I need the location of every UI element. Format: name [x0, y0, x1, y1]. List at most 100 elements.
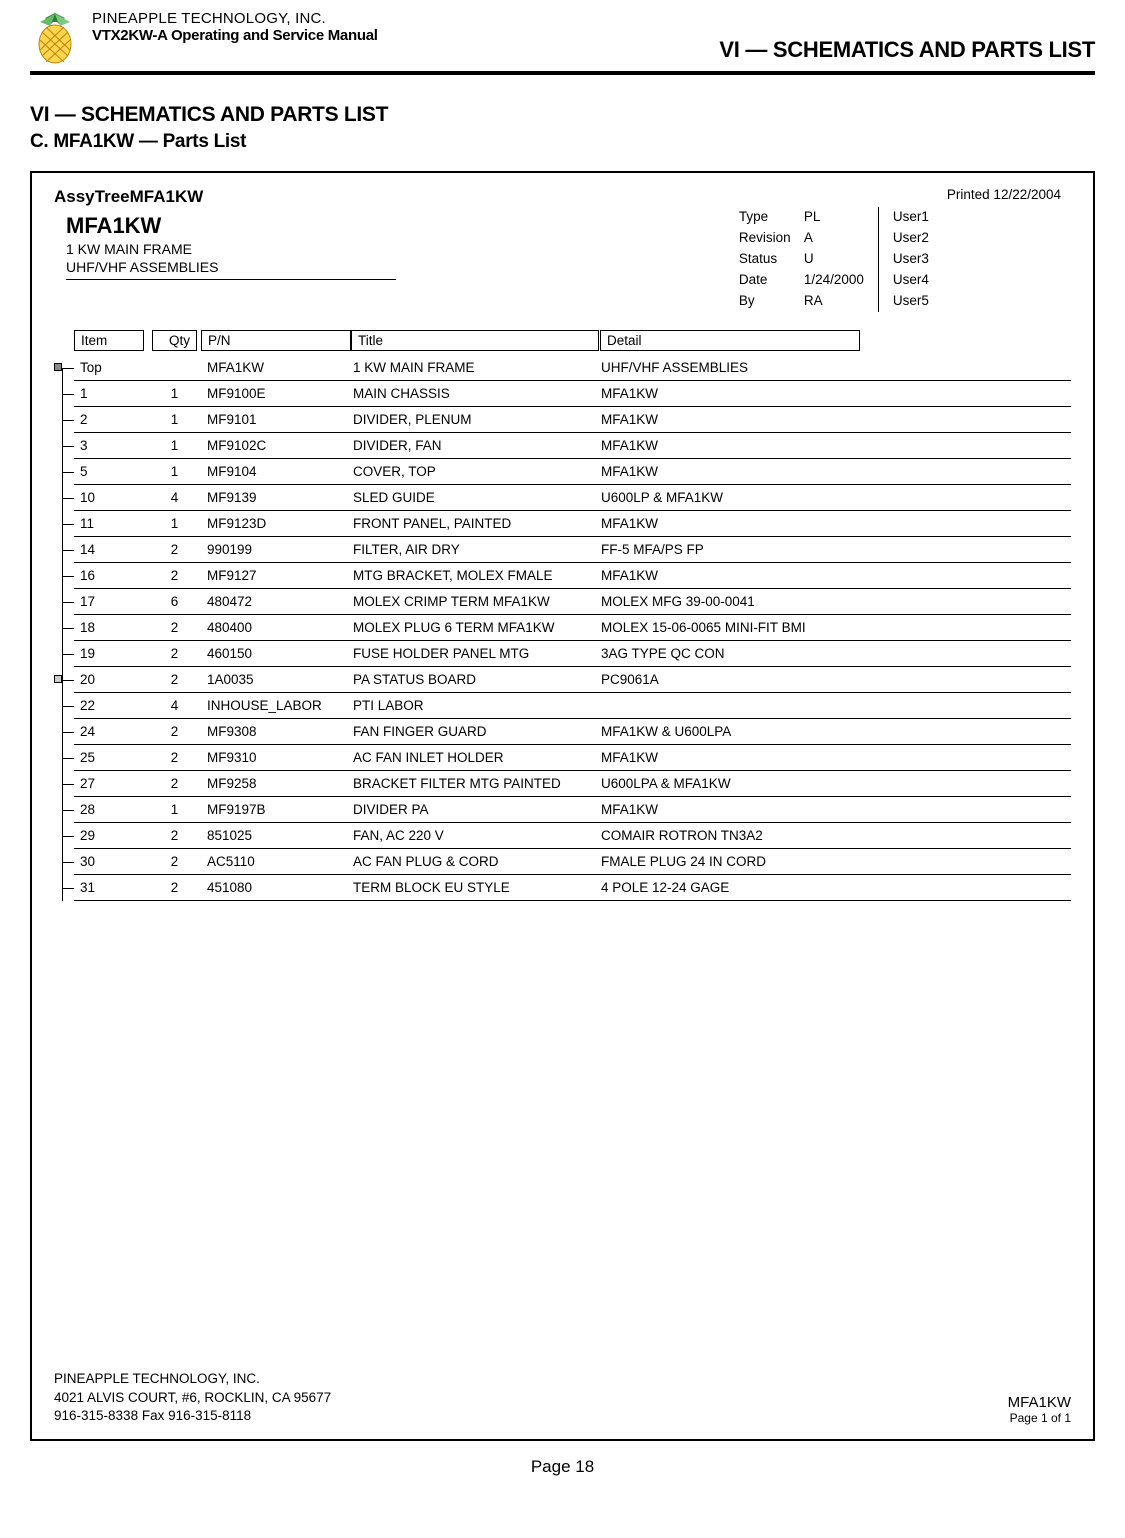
cell-pn: 851025 — [201, 828, 351, 843]
cell-title: DIVIDER, PLENUM — [351, 412, 599, 427]
printed-date: Printed 12/22/2004 — [947, 187, 1061, 202]
table-row: 312451080TERM BLOCK EU STYLE4 POLE 12-24… — [74, 875, 1071, 901]
cell-pn: MF9310 — [201, 750, 351, 765]
tree-connector-line — [62, 550, 74, 551]
cell-item: 25 — [74, 750, 144, 765]
tree-connector-line — [62, 654, 74, 655]
cell-item: 30 — [74, 854, 144, 869]
footer-company: PINEAPPLE TECHNOLOGY, INC. — [54, 1370, 1008, 1388]
tree-connector-line — [62, 888, 74, 889]
cell-title: PA STATUS BOARD — [351, 672, 599, 687]
cell-pn: INHOUSE_LABOR — [201, 698, 351, 713]
meta-value: U — [804, 249, 814, 270]
table-row: 51MF9104COVER, TOPMFA1KW — [74, 459, 1071, 485]
cell-qty: 2 — [152, 724, 197, 739]
footer-page-of: Page 1 of 1 — [1008, 1411, 1071, 1425]
meta-row: User3 — [893, 249, 933, 270]
cell-pn: 480400 — [201, 620, 351, 635]
col-header-title: Title — [351, 330, 599, 351]
tree-connector-line — [62, 680, 74, 681]
cell-pn: AC5110 — [201, 854, 351, 869]
cell-pn: MF9197B — [201, 802, 351, 817]
cell-qty: 2 — [152, 568, 197, 583]
parts-table: Item Qty P/N Title Detail TopMFA1KW1 KW … — [54, 330, 1071, 901]
table-row: 281MF9197BDIVIDER PAMFA1KW — [74, 797, 1071, 823]
meta-row: By RA — [739, 291, 864, 312]
cell-detail: MFA1KW & U600LPA — [599, 724, 1071, 739]
cell-detail: U600LPA & MFA1KW — [599, 776, 1071, 791]
cell-title: MAIN CHASSIS — [351, 386, 599, 401]
cell-detail: MFA1KW — [599, 516, 1071, 531]
cell-title: FUSE HOLDER PANEL MTG — [351, 646, 599, 661]
meta-value: RA — [804, 291, 823, 312]
company-name: PINEAPPLE TECHNOLOGY, INC. — [92, 10, 707, 27]
cell-title: BRACKET FILTER MTG PAINTED — [351, 776, 599, 791]
cell-item: 28 — [74, 802, 144, 817]
meta-row: User5 — [893, 291, 933, 312]
assembly-desc-1: 1 KW MAIN FRAME — [66, 241, 725, 257]
page-number: Page 18 — [30, 1457, 1095, 1477]
meta-label: By — [739, 291, 794, 312]
cell-pn: MF9139 — [201, 490, 351, 505]
pineapple-logo-icon — [30, 10, 80, 65]
cell-detail: MOLEX 15-06-0065 MINI-FIT BMI — [599, 620, 1071, 635]
cell-qty: 2 — [152, 672, 197, 687]
cell-item: Top — [74, 360, 144, 375]
cell-item: 14 — [74, 542, 144, 557]
cell-pn: 1A0035 — [201, 672, 351, 687]
cell-item: 1 — [74, 386, 144, 401]
assembly-desc-2: UHF/VHF ASSEMBLIES — [66, 259, 725, 275]
cell-item: 17 — [74, 594, 144, 609]
tree-connector-line — [62, 810, 74, 811]
cell-pn: MF9258 — [201, 776, 351, 791]
cell-pn: 460150 — [201, 646, 351, 661]
metadata-left-col: TypePLRevisionAStatusUDate1/24/2000ByRA — [725, 207, 878, 312]
tree-connector-line — [62, 524, 74, 525]
table-row: 11MF9100EMAIN CHASSISMFA1KW — [74, 381, 1071, 407]
cell-detail: PC9061A — [599, 672, 1071, 687]
cell-item: 24 — [74, 724, 144, 739]
cell-qty: 1 — [152, 438, 197, 453]
metadata-right-col: User1User2User3User4User5 — [878, 207, 947, 312]
tree-connector-line — [62, 836, 74, 837]
table-row: 176480472MOLEX CRIMP TERM MFA1KWMOLEX MF… — [74, 589, 1071, 615]
table-row: 292851025FAN, AC 220 VCOMAIR ROTRON TN3A… — [74, 823, 1071, 849]
header-left-block: PINEAPPLE TECHNOLOGY, INC. VTX2KW-A Oper… — [92, 10, 707, 44]
tree-connector-line — [62, 784, 74, 785]
cell-title: MOLEX CRIMP TERM MFA1KW — [351, 594, 599, 609]
meta-label: User2 — [893, 228, 933, 249]
cell-qty: 1 — [152, 386, 197, 401]
cell-title: FILTER, AIR DRY — [351, 542, 599, 557]
meta-value: 1/24/2000 — [804, 270, 864, 291]
cell-title: COVER, TOP — [351, 464, 599, 479]
cell-pn: 990199 — [201, 542, 351, 557]
meta-label: Revision — [739, 228, 794, 249]
tree-connector-line — [62, 368, 74, 369]
cell-item: 20 — [74, 672, 144, 687]
cell-title: AC FAN PLUG & CORD — [351, 854, 599, 869]
meta-row: User1 — [893, 207, 933, 228]
meta-label: User5 — [893, 291, 933, 312]
cell-title: TERM BLOCK EU STYLE — [351, 880, 599, 895]
tree-connector-line — [62, 394, 74, 395]
cell-title: DIVIDER, FAN — [351, 438, 599, 453]
cell-qty: 2 — [152, 828, 197, 843]
cell-title: DIVIDER PA — [351, 802, 599, 817]
tree-connector-line — [62, 446, 74, 447]
cell-detail: MFA1KW — [599, 464, 1071, 479]
report-top-block: AssyTreeMFA1KW MFA1KW 1 KW MAIN FRAME UH… — [54, 187, 1071, 312]
cell-qty: 1 — [152, 802, 197, 817]
subsection-heading: C. MFA1KW — Parts List — [30, 131, 1095, 153]
cell-detail: 4 POLE 12-24 GAGE — [599, 880, 1071, 895]
cell-pn: MF9101 — [201, 412, 351, 427]
cell-item: 31 — [74, 880, 144, 895]
cell-detail: FMALE PLUG 24 IN CORD — [599, 854, 1071, 869]
cell-title: PTI LABOR — [351, 698, 599, 713]
cell-qty: 2 — [152, 776, 197, 791]
cell-title: FAN FINGER GUARD — [351, 724, 599, 739]
manual-title: VTX2KW-A Operating and Service Manual — [92, 27, 707, 44]
section-title-right: VI — SCHEMATICS AND PARTS LIST — [719, 37, 1095, 63]
cell-pn: MFA1KW — [201, 360, 351, 375]
cell-detail: MFA1KW — [599, 438, 1071, 453]
cell-title: FRONT PANEL, PAINTED — [351, 516, 599, 531]
